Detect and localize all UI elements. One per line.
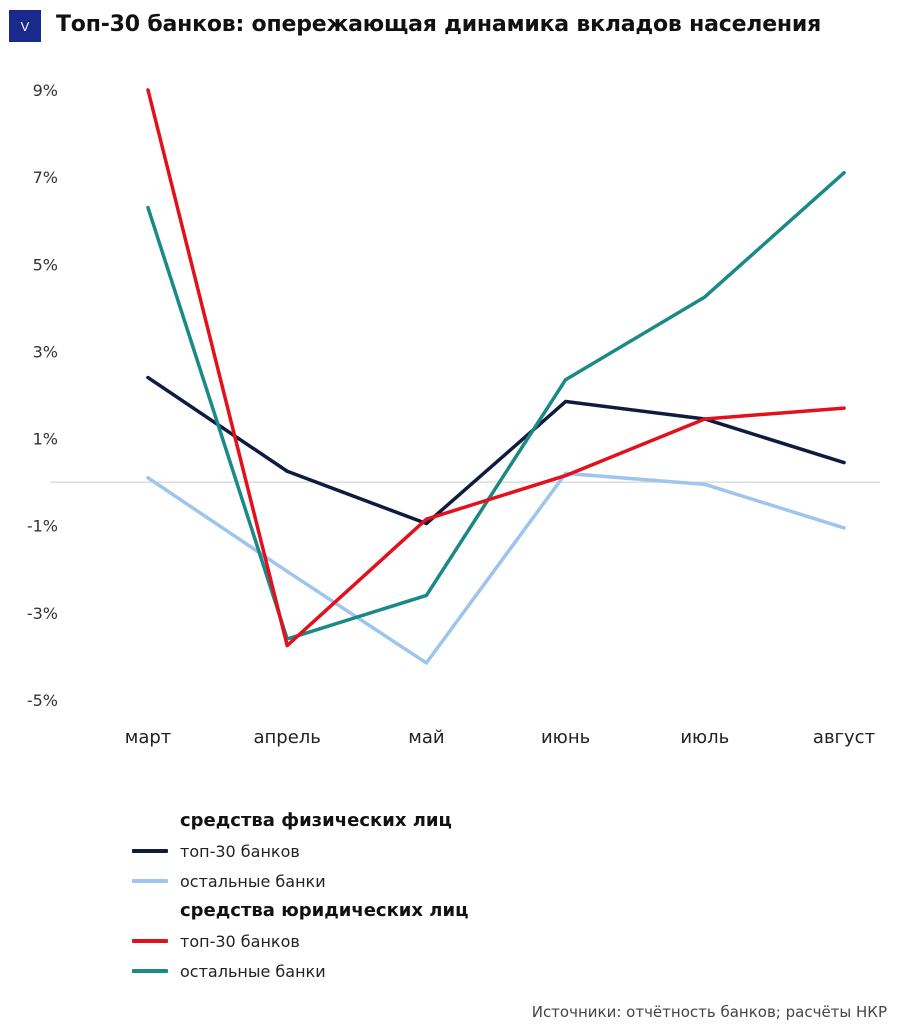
- y-tick-label: -1%: [27, 517, 58, 536]
- legend-item-yur-other: остальные банки: [132, 956, 468, 986]
- data-point: [146, 476, 150, 480]
- data-point: [285, 643, 289, 648]
- legend-swatch-yur-top30: [132, 939, 168, 943]
- data-point: [146, 375, 150, 380]
- y-tick-label: 5%: [33, 255, 58, 274]
- x-tick-label: май: [408, 727, 444, 748]
- legend-label: остальные банки: [180, 871, 326, 891]
- legend-label: топ-30 банков: [180, 931, 300, 951]
- y-tick-label: 1%: [33, 430, 58, 449]
- legend-swatch-fiz-other: [132, 879, 168, 883]
- data-point: [424, 517, 428, 521]
- y-tick-label: 7%: [33, 168, 58, 187]
- data-point: [842, 526, 846, 530]
- data-point: [564, 474, 568, 478]
- data-point: [564, 399, 568, 404]
- data-point: [842, 460, 846, 465]
- legend-label: топ-30 банков: [180, 841, 300, 861]
- legend-item-fiz-top30: топ-30 банков: [132, 836, 468, 866]
- data-point: [146, 88, 150, 92]
- data-point: [703, 482, 707, 486]
- y-tick-label: -3%: [27, 604, 58, 623]
- x-tick-label: июль: [680, 727, 729, 748]
- legend-swatch-fiz-top30: [132, 849, 168, 853]
- data-point: [842, 171, 846, 175]
- series-line-3: [146, 171, 846, 641]
- legend-swatch-yur-other: [132, 969, 168, 973]
- x-tick-label: август: [813, 727, 875, 748]
- data-point: [146, 206, 150, 210]
- series-line-0: [146, 375, 846, 526]
- legend-item-yur-top30: топ-30 банков: [132, 926, 468, 956]
- data-point: [703, 417, 707, 421]
- data-point: [703, 295, 707, 299]
- legend-group-title-fiz: средства физических лиц: [180, 810, 452, 831]
- data-point: [424, 593, 428, 598]
- y-tick-label: 3%: [33, 342, 58, 361]
- legend: средства физических лиц топ-30 банков ос…: [132, 806, 468, 986]
- y-tick-label: 9%: [33, 81, 58, 100]
- data-point: [842, 406, 846, 410]
- legend-label: остальные банки: [180, 961, 326, 981]
- series-line-2: [146, 88, 846, 648]
- chart-title: Топ-30 банков: опережающая динамика вкла…: [56, 12, 822, 37]
- data-point: [424, 661, 428, 665]
- legend-group-title-yur: средства юридических лиц: [180, 900, 469, 921]
- data-point: [424, 521, 428, 526]
- y-tick-label: -5%: [27, 691, 58, 710]
- x-tick-label: июнь: [541, 727, 590, 748]
- source-note: Источники: отчётность банков; расчёты НК…: [531, 1003, 887, 1021]
- line-chart: 9% 7% 5% 3% 1% -1% -3% -5% март апрель май июнь июль…: [27, 81, 880, 748]
- x-tick-label: апрель: [253, 727, 320, 748]
- x-tick-label: март: [125, 727, 172, 748]
- data-point: [285, 469, 289, 473]
- data-point: [285, 569, 289, 574]
- data-point: [564, 378, 568, 382]
- legend-item-fiz-other: остальные банки: [132, 866, 468, 896]
- logo: V: [9, 10, 41, 42]
